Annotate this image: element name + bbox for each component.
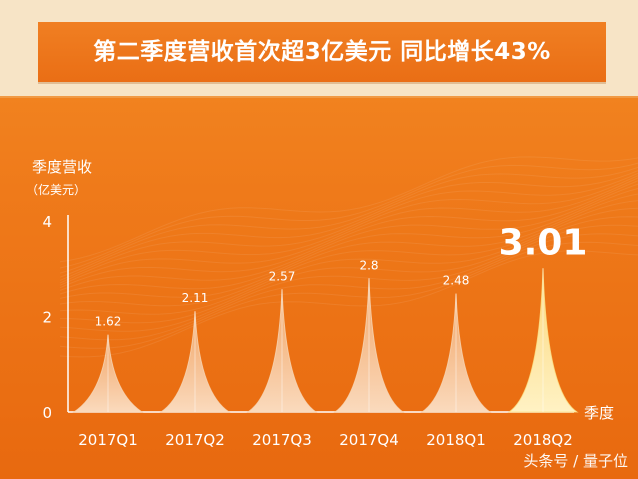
- x-tick-label: 2018Q1: [426, 431, 486, 449]
- x-tick-label: 2017Q3: [252, 431, 312, 449]
- wave-line: [59, 175, 638, 284]
- x-tick-label: 2017Q4: [339, 431, 399, 449]
- data-peaks: [72, 268, 579, 413]
- wave-line: [59, 166, 638, 274]
- chart-title: 第二季度营收首次超3亿美元 同比增长43%: [93, 39, 551, 65]
- wave-line: [59, 250, 638, 358]
- wave-line: [59, 193, 638, 299]
- wave-line: [59, 183, 638, 291]
- wave-line: [59, 188, 638, 295]
- x-tick-labels: 2017Q1 2017Q2 2017Q3 2017Q4 2018Q1 2018Q2: [78, 431, 573, 449]
- value-label-2017Q1: 1.62: [95, 315, 122, 329]
- wave-line: [59, 233, 638, 341]
- peak-2017Q2: [159, 311, 231, 413]
- value-label-2018Q2: 3.01: [499, 222, 588, 263]
- value-label-2017Q3: 2.57: [269, 269, 296, 283]
- peak-2018Q2: [507, 268, 579, 413]
- wave-line: [59, 180, 638, 289]
- title-banner: 第二季度营收首次超3亿美元 同比增长43%: [38, 22, 606, 82]
- wave-line: [59, 241, 638, 349]
- data-labels: 1.62 2.11 2.57 2.8 2.48 3.01: [95, 222, 588, 328]
- y-tick-label: 2: [42, 309, 52, 327]
- y-axis-title: 季度营收: [32, 158, 92, 176]
- y-axis-unit: （亿美元）: [26, 182, 86, 197]
- peak-2017Q4: [333, 278, 405, 413]
- wave-line: [59, 172, 638, 281]
- value-label-2017Q4: 2.8: [359, 258, 378, 272]
- wave-line: [60, 216, 638, 324]
- wave-line: [59, 177, 638, 286]
- y-tick-label: 0: [42, 404, 52, 422]
- wave-line: [59, 207, 638, 315]
- x-tick-label: 2017Q2: [165, 431, 225, 449]
- wave-line: [59, 156, 638, 263]
- y-tick-label: 4: [42, 213, 52, 231]
- peak-2017Q1: [72, 334, 144, 413]
- peak-2018Q1: [420, 293, 492, 413]
- y-tick-labels: 0 2 4: [42, 213, 52, 422]
- wave-line: [59, 170, 638, 278]
- x-tick-label: 2017Q1: [78, 431, 138, 449]
- watermark-text: 头条号 / 量子位: [523, 452, 628, 470]
- wave-line: [59, 200, 638, 307]
- x-axis-title: 季度: [584, 404, 614, 422]
- wave-line: [59, 162, 638, 269]
- value-label-2017Q2: 2.11: [182, 291, 209, 305]
- chart-axes: 季度营收 （亿美元） 季度: [26, 158, 614, 422]
- wave-line: [59, 224, 638, 332]
- background-wave-decoration: [59, 156, 638, 358]
- header-separator: [0, 96, 638, 98]
- peak-2017Q3: [246, 289, 318, 413]
- value-label-2018Q1: 2.48: [443, 274, 470, 288]
- x-tick-label: 2018Q2: [513, 431, 573, 449]
